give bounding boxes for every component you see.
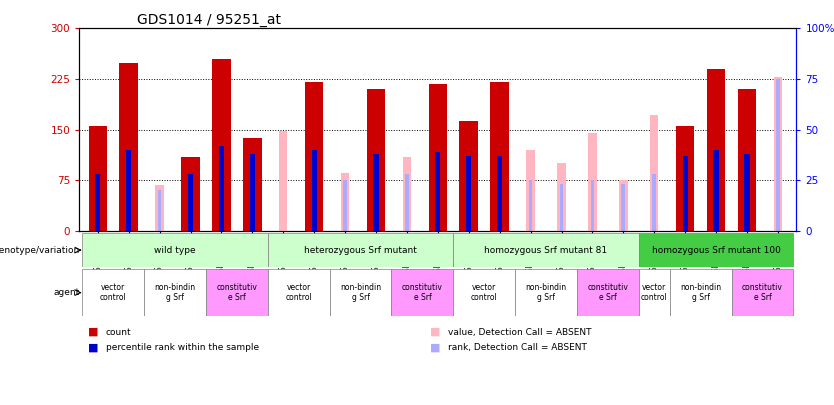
Bar xyxy=(158,190,162,231)
Bar xyxy=(515,269,577,316)
Bar xyxy=(577,269,639,316)
Text: constitutiv
e Srf: constitutiv e Srf xyxy=(742,283,783,302)
Text: ■: ■ xyxy=(430,343,440,352)
Bar xyxy=(367,89,385,231)
Text: non-bindin
g Srf: non-bindin g Srf xyxy=(525,283,566,302)
Bar xyxy=(714,150,719,231)
Text: ■: ■ xyxy=(430,327,440,337)
Bar xyxy=(95,174,100,231)
Bar xyxy=(181,157,200,231)
Text: agent: agent xyxy=(53,288,80,297)
Text: wild type: wild type xyxy=(154,245,196,255)
Text: genotype/variation: genotype/variation xyxy=(0,245,80,255)
Bar xyxy=(329,269,391,316)
Text: heterozygous Srf mutant: heterozygous Srf mutant xyxy=(304,245,417,255)
Bar xyxy=(454,233,639,267)
Text: non-bindin
g Srf: non-bindin g Srf xyxy=(340,283,381,302)
Text: GDS1014 / 95251_at: GDS1014 / 95251_at xyxy=(137,13,280,27)
Bar xyxy=(126,150,131,231)
Bar xyxy=(466,156,471,231)
Bar xyxy=(454,269,515,316)
Bar xyxy=(249,154,255,231)
Bar xyxy=(490,82,509,231)
Bar xyxy=(144,269,206,316)
Bar xyxy=(341,173,349,231)
Bar xyxy=(682,156,688,231)
Bar xyxy=(621,184,626,231)
Bar xyxy=(706,69,726,231)
Text: constitutiv
e Srf: constitutiv e Srf xyxy=(587,283,628,302)
Text: constitutiv
e Srf: constitutiv e Srf xyxy=(217,283,258,302)
Text: value, Detection Call = ABSENT: value, Detection Call = ABSENT xyxy=(448,328,591,337)
Bar xyxy=(155,185,163,231)
Bar xyxy=(774,77,782,231)
Bar xyxy=(83,269,144,316)
Bar xyxy=(312,150,317,231)
Text: percentile rank within the sample: percentile rank within the sample xyxy=(106,343,259,352)
Bar xyxy=(529,180,532,231)
Text: non-bindin
g Srf: non-bindin g Srf xyxy=(680,283,721,302)
Text: vector
control: vector control xyxy=(285,283,312,302)
Bar xyxy=(83,233,268,267)
Bar xyxy=(639,269,670,316)
Bar xyxy=(188,174,193,231)
Bar xyxy=(268,233,454,267)
Bar xyxy=(639,233,793,267)
Bar xyxy=(731,269,793,316)
Bar xyxy=(268,269,329,316)
Bar xyxy=(460,121,478,231)
Text: vector
control: vector control xyxy=(100,283,127,302)
Text: homozygous Srf mutant 100: homozygous Srf mutant 100 xyxy=(651,245,781,255)
Bar xyxy=(745,154,750,231)
Bar xyxy=(391,269,454,316)
Text: rank, Detection Call = ABSENT: rank, Detection Call = ABSENT xyxy=(448,343,587,352)
Bar xyxy=(305,82,324,231)
Bar xyxy=(212,59,231,231)
Bar xyxy=(738,89,756,231)
Bar xyxy=(374,154,379,231)
Bar xyxy=(526,150,535,231)
Bar xyxy=(88,126,107,231)
Text: vector
control: vector control xyxy=(471,283,498,302)
Text: homozygous Srf mutant 81: homozygous Srf mutant 81 xyxy=(485,245,608,255)
Text: ■: ■ xyxy=(88,327,98,337)
Bar xyxy=(652,174,656,231)
Bar xyxy=(405,174,409,231)
Bar xyxy=(119,64,138,231)
Text: ■: ■ xyxy=(88,343,98,352)
Text: non-bindin
g Srf: non-bindin g Srf xyxy=(154,283,196,302)
Bar xyxy=(497,156,502,231)
Bar xyxy=(557,163,565,231)
Text: count: count xyxy=(106,328,132,337)
Text: vector
control: vector control xyxy=(641,283,668,302)
Bar xyxy=(435,152,440,231)
Bar xyxy=(619,180,627,231)
Bar xyxy=(776,79,780,231)
Bar xyxy=(650,115,658,231)
Bar xyxy=(344,180,347,231)
Bar xyxy=(206,269,268,316)
Bar xyxy=(590,180,595,231)
Bar xyxy=(588,133,596,231)
Bar xyxy=(560,184,563,231)
Text: constitutiv
e Srf: constitutiv e Srf xyxy=(402,283,443,302)
Bar xyxy=(219,146,224,231)
Bar xyxy=(670,269,731,316)
Bar xyxy=(279,131,288,231)
Bar xyxy=(403,157,411,231)
Bar xyxy=(676,126,695,231)
Bar xyxy=(243,139,262,231)
Bar xyxy=(429,84,447,231)
